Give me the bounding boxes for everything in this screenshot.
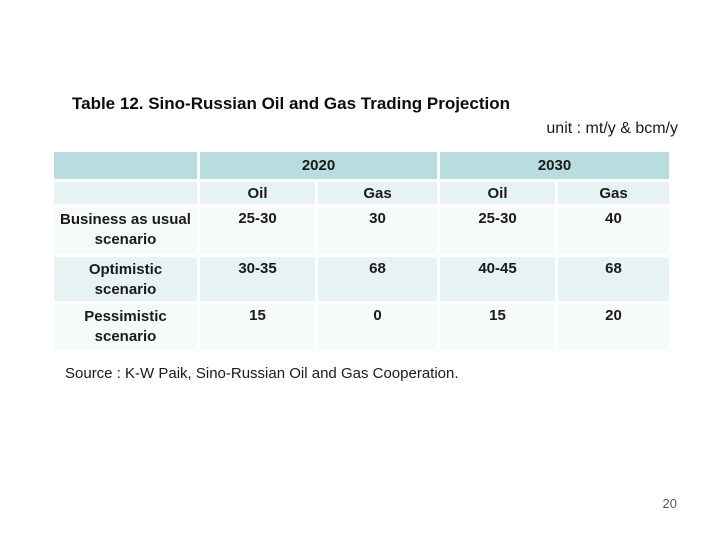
source-note: Source : K-W Paik, Sino-Russian Oil and … (65, 365, 459, 382)
table-row-optimistic: Optimistic scenario 30-35 68 40-45 68 (54, 257, 669, 301)
projection-table: 2020 2030 Oil Gas Oil Gas Business as us… (51, 149, 672, 353)
table-row-business-as-usual: Business as usual scenario 25-30 30 25-3… (54, 207, 669, 254)
col-header-2020-gas: Gas (318, 182, 437, 204)
value-cell: 25-30 (200, 207, 315, 254)
colgroup-2020: 2020 (200, 152, 437, 179)
value-cell: 40 (558, 207, 669, 254)
unit-label: unit : mt/y & bcm/y (546, 120, 678, 137)
value-cell: 40-45 (440, 257, 555, 301)
value-cell: 25-30 (440, 207, 555, 254)
col-header-2030-gas: Gas (558, 182, 669, 204)
value-cell: 0 (318, 304, 437, 350)
col-header-2030-oil: Oil (440, 182, 555, 204)
corner-cell (54, 152, 197, 179)
table-title: Table 12. Sino-Russian Oil and Gas Tradi… (72, 94, 510, 113)
row-label: Optimistic scenario (54, 257, 197, 301)
colgroup-2030: 2030 (440, 152, 669, 179)
col-header-2020-oil: Oil (200, 182, 315, 204)
value-cell: 20 (558, 304, 669, 350)
table-row-pessimistic: Pessimistic scenario 15 0 15 20 (54, 304, 669, 350)
page-number: 20 (662, 496, 677, 511)
value-cell: 30-35 (200, 257, 315, 301)
year-group-header-row: 2020 2030 (54, 152, 669, 179)
value-cell: 30 (318, 207, 437, 254)
value-cell: 68 (318, 257, 437, 301)
value-cell: 68 (558, 257, 669, 301)
value-cell: 15 (440, 304, 555, 350)
corner-cell-2 (54, 182, 197, 204)
commodity-header-row: Oil Gas Oil Gas (54, 182, 669, 204)
value-cell: 15 (200, 304, 315, 350)
row-label: Pessimistic scenario (54, 304, 197, 350)
row-label: Business as usual scenario (54, 207, 197, 254)
